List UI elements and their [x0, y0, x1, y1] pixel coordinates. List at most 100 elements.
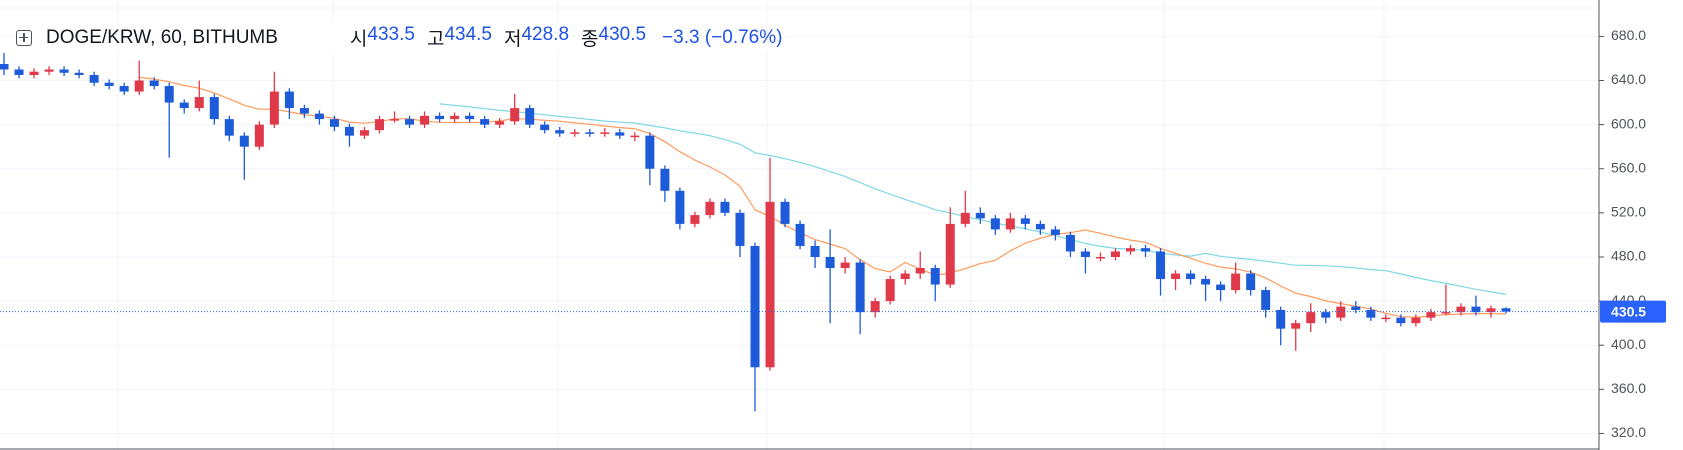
y-tick-label: 560.0: [1611, 159, 1646, 175]
candle-body: [1020, 218, 1030, 224]
y-tick-label: 600.0: [1611, 115, 1646, 131]
y-tick-label: 680.0: [1611, 27, 1646, 43]
candle-body: [44, 69, 54, 72]
expand-icon[interactable]: [16, 29, 32, 46]
candle-body: [630, 135, 640, 138]
legend-value: 430.5: [598, 24, 647, 45]
symbol[interactable]: DOGE/KRW, 60, BITHUMB: [46, 26, 278, 48]
candle-body: [810, 245, 820, 257]
candle-body: [1110, 251, 1120, 257]
candle-body: [1291, 323, 1301, 329]
y-tick-label: 360.0: [1611, 380, 1646, 396]
candle-body: [1261, 290, 1271, 310]
candle-body: [1050, 229, 1060, 235]
candle-body: [645, 135, 655, 169]
candle-body: [284, 91, 294, 109]
candle-body: [14, 69, 24, 75]
candle-body: [1501, 308, 1511, 312]
candle-body: [179, 102, 189, 109]
candle-body: [1276, 309, 1286, 329]
candle-body: [915, 268, 925, 274]
candle-body: [750, 245, 760, 368]
candle-body: [420, 115, 430, 125]
legend-header: DOGE/KRW, 60, BITHUMB 시 433.5 고 434.5 저 428.8…: [12, 22, 787, 53]
candle-body: [1171, 273, 1181, 280]
candle-body: [359, 130, 369, 136]
candle-body: [960, 212, 970, 224]
candle-body: [119, 86, 129, 92]
candle-body: [1156, 251, 1166, 280]
candle-body: [1456, 306, 1466, 313]
candle-body: [1396, 317, 1406, 324]
last-price-box: [1600, 300, 1666, 323]
candle-body: [344, 126, 354, 136]
candle-body: [209, 97, 219, 120]
candle-body: [1351, 306, 1361, 310]
legend-label: 저: [503, 29, 522, 50]
candle-body: [990, 218, 1000, 230]
candle-body: [1411, 317, 1421, 324]
candle-body: [840, 262, 850, 269]
candle-body: [600, 132, 610, 134]
candle-body: [615, 132, 625, 136]
candle-body: [585, 132, 595, 134]
candle-body: [89, 75, 99, 83]
candle-body: [1486, 308, 1496, 313]
candle-body: [1336, 306, 1346, 318]
candle-body: [975, 212, 985, 219]
candle-body: [1216, 284, 1226, 291]
candle-body: [1321, 312, 1331, 318]
candle-body: [390, 119, 400, 121]
candle-body: [930, 268, 940, 285]
candle-body: [885, 279, 895, 302]
candle-body: [1186, 273, 1196, 280]
legend-label: 고: [426, 29, 445, 50]
legend-label: 시: [349, 29, 368, 50]
candle-body: [164, 86, 174, 103]
candle-body: [104, 82, 114, 87]
candle-body: [1471, 306, 1481, 313]
candle-body: [59, 69, 69, 73]
y-tick-label: 480.0: [1611, 248, 1646, 264]
candle-body: [540, 124, 550, 131]
candle-body: [239, 135, 249, 147]
candle-body: [329, 119, 339, 127]
candle-body: [1095, 256, 1105, 259]
candle-body: [299, 108, 309, 114]
candle-body: [29, 71, 39, 75]
candle-body: [1231, 273, 1241, 291]
candle-body: [435, 115, 445, 120]
candle-body: [510, 108, 520, 122]
y-tick-label: 320.0: [1611, 424, 1646, 440]
candle-body: [194, 97, 204, 109]
candle-body: [945, 223, 955, 285]
y-tick-label: 640.0: [1611, 71, 1646, 87]
candle-body: [525, 108, 535, 125]
candle-body: [465, 115, 475, 120]
legend-value: 433.5: [367, 24, 415, 45]
candle-body: [1441, 312, 1451, 314]
candle-body: [1366, 309, 1376, 318]
change: −3.3 (−0.76%): [662, 26, 783, 48]
candle-body: [870, 301, 880, 313]
candle-body: [1126, 248, 1135, 252]
candle-body: [660, 168, 670, 191]
candle-body: [1005, 218, 1015, 230]
candle-body: [705, 201, 715, 216]
candle-body: [375, 119, 384, 131]
legend-value: 428.8: [521, 24, 570, 45]
candle-body: [480, 119, 490, 125]
candle-body: [1381, 317, 1391, 320]
candle-body: [1426, 312, 1436, 318]
candle-body: [0, 63, 9, 70]
candle-body: [555, 130, 565, 134]
candle-body: [224, 119, 234, 136]
candle-body: [134, 80, 144, 92]
moving-average: [439, 103, 1507, 295]
candle-body: [855, 262, 865, 313]
candle-body: [735, 212, 745, 246]
candle-body: [149, 80, 159, 87]
candle-body: [450, 115, 460, 120]
moving-average: [139, 76, 1507, 319]
